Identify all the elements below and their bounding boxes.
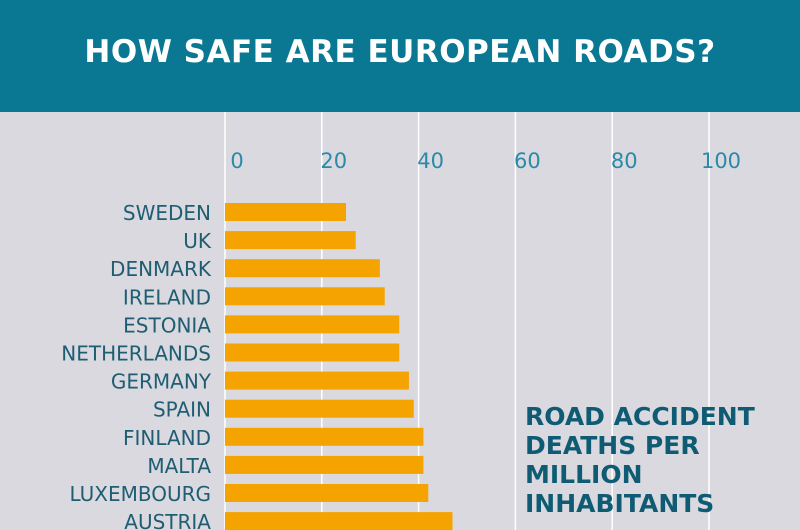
x-tick-label: 60 xyxy=(514,149,541,173)
x-tick-label: 80 xyxy=(611,149,638,173)
category-label: DENMARK xyxy=(110,257,212,281)
bar-denmark xyxy=(225,259,380,278)
x-tick-label: 100 xyxy=(701,149,741,173)
category-label: IRELAND xyxy=(123,285,211,309)
header-banner: HOW SAFE ARE EUROPEAN ROADS? xyxy=(0,0,800,112)
bar-finland xyxy=(225,427,424,446)
bar-ireland xyxy=(225,287,385,306)
category-label: SWEDEN xyxy=(123,201,211,225)
axis-annotation: ROAD ACCIDENT DEATHS PER MILLION INHABIT… xyxy=(525,402,755,518)
bar-sweden xyxy=(225,203,346,221)
x-tick-label: 40 xyxy=(417,149,444,173)
bar-austria xyxy=(225,512,453,530)
bar-netherlands xyxy=(225,343,400,362)
x-tick-label: 20 xyxy=(320,149,347,173)
category-label: ESTONIA xyxy=(123,313,211,337)
bar-spain xyxy=(225,399,414,418)
chart-title: HOW SAFE ARE EUROPEAN ROADS? xyxy=(84,34,716,70)
category-label: FINLAND xyxy=(123,426,211,450)
category-label: SPAIN xyxy=(153,398,211,422)
bar-germany xyxy=(225,371,409,390)
x-tick-label: 0 xyxy=(230,149,243,173)
bar-malta xyxy=(225,455,424,474)
bar-chart: 0 20 40 60 80 100 SWEDEN UK DENMARK IRELAND ESTONI… xyxy=(61,112,741,530)
category-label: NETHERLANDS xyxy=(61,342,211,366)
category-label: MALTA xyxy=(147,454,211,478)
bar-uk xyxy=(225,231,356,250)
category-label: AUSTRIA xyxy=(124,510,211,530)
category-label: GERMANY xyxy=(111,370,212,394)
bar-estonia xyxy=(225,315,400,334)
category-label: LUXEMBOURG xyxy=(69,482,211,506)
category-label: UK xyxy=(183,229,212,253)
bar-luxembourg xyxy=(225,484,429,502)
